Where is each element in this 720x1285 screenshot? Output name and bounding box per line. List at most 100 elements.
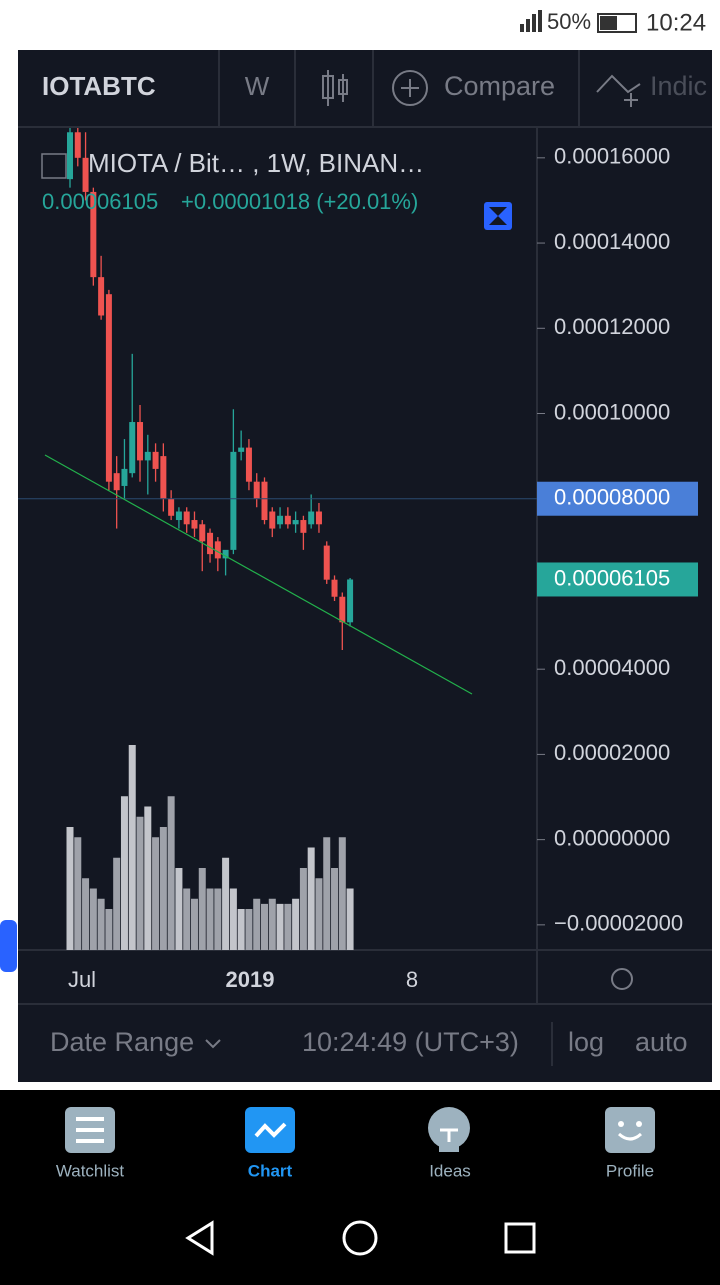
x-tick-label: Jul [68,967,96,992]
candle-body [300,520,307,533]
volume-bar [198,868,206,950]
volume-bar [237,909,245,950]
candle-icon[interactable] [322,70,348,106]
volume-bar [136,816,144,950]
candle-body [160,456,167,499]
candle-body [74,132,81,158]
volume-bar [113,857,121,950]
candle-body [67,132,73,180]
volume-bar [152,837,160,950]
volume-bar [229,888,237,950]
volume-bar [315,878,323,950]
date-range[interactable]: Date Range [50,1027,194,1057]
signal-icons [520,10,637,33]
candle-body [137,422,144,461]
candle-body [339,596,346,623]
candle-body [121,468,128,486]
last-price-label: 0.00006105 [554,565,670,590]
candle-body [199,524,206,542]
candle-body [277,515,284,525]
candle-body [245,447,252,482]
crosshair-label: 0.00008000 [554,485,670,510]
candle-body [214,541,221,559]
symbol[interactable]: IOTABTC [42,71,156,101]
log-toggle[interactable]: log [568,1027,604,1057]
volume-bar [299,868,307,950]
tab-icons [65,1107,655,1153]
y-tick-label: 0.00004000 [554,655,670,680]
candle-body [238,447,245,452]
candle-body [105,294,112,482]
candle-body [253,481,260,499]
y-tick-label: 0.00002000 [554,740,670,765]
indicator-icon[interactable] [596,74,641,107]
compare-icon[interactable] [392,70,428,106]
interval[interactable]: W [245,71,270,101]
candle-body [308,511,315,525]
candle-body [261,481,268,521]
legend-change: +0.00001018 (+20.01%) [181,189,418,214]
clock: 10:24 [646,9,706,36]
collapse-icon[interactable] [41,153,67,179]
candle-body [82,157,89,192]
compare[interactable]: Compare [444,71,555,101]
volume-bar [307,847,315,950]
plot: 0.00016000 0.00014000 0.00012000 0.00010000… [18,128,698,992]
last-price-tag [537,562,698,597]
candle-body [90,191,97,278]
y-tick-label: 0.00014000 [554,229,670,254]
volume-bar [97,898,105,950]
candle-body [292,520,299,525]
candle-body [315,511,322,525]
volume-bar [89,888,97,950]
candle-body [98,277,105,316]
tab-label[interactable]: Profile [606,1161,654,1180]
x-tick-label: 2019 [226,967,275,992]
y-tick-label: −0.00002000 [554,911,683,936]
volume-bar [292,898,300,950]
volume-bar [284,903,292,950]
replay-glyph [489,207,507,225]
volume-bar [261,903,268,950]
utc-clock: 10:24:49 (UTC+3) [302,1027,519,1057]
volume-bar [190,898,198,950]
side-toggle[interactable] [0,920,17,972]
volume-bar [175,868,183,950]
indicators[interactable]: Indic [650,71,707,101]
trend-line [44,454,473,695]
y-tick-label: 0.00016000 [554,144,670,169]
candle-body [144,451,151,461]
candle-body [207,532,214,555]
y-tick-label: 0.00000000 [554,825,670,850]
volume-bar [144,806,152,950]
volume-bar [159,827,167,950]
tab-label[interactable]: Ideas [429,1161,471,1180]
candle-body [152,451,159,469]
volume-bar [276,903,284,950]
candle-body [129,422,136,474]
volume-bar [268,898,276,950]
candle-body [191,520,198,529]
volume-bar [253,898,261,950]
tab-label[interactable]: Watchlist [56,1161,125,1180]
volume-bar [105,909,113,950]
dropdown-icon [205,1039,221,1049]
tab-label[interactable]: Chart [248,1161,293,1180]
candle-body [347,579,354,623]
candle-body [230,451,237,550]
tab-bar: Watchlist Chart Ideas Profile [56,1161,654,1180]
volume-bar [167,796,175,950]
settings-icon[interactable] [611,968,633,990]
y-tick-label: 0.00012000 [554,314,670,339]
volume-bar [338,837,346,950]
nav-bar [185,1220,536,1256]
volume-bar [66,827,74,950]
x-tick-label: 8 [406,967,418,992]
volume-bar [206,888,214,950]
volume-bar [74,837,82,950]
auto-toggle[interactable]: auto [635,1027,688,1057]
crosshair-tag [537,481,698,516]
volume-bar [222,857,230,950]
y-tick-label: 0.00010000 [554,399,670,424]
